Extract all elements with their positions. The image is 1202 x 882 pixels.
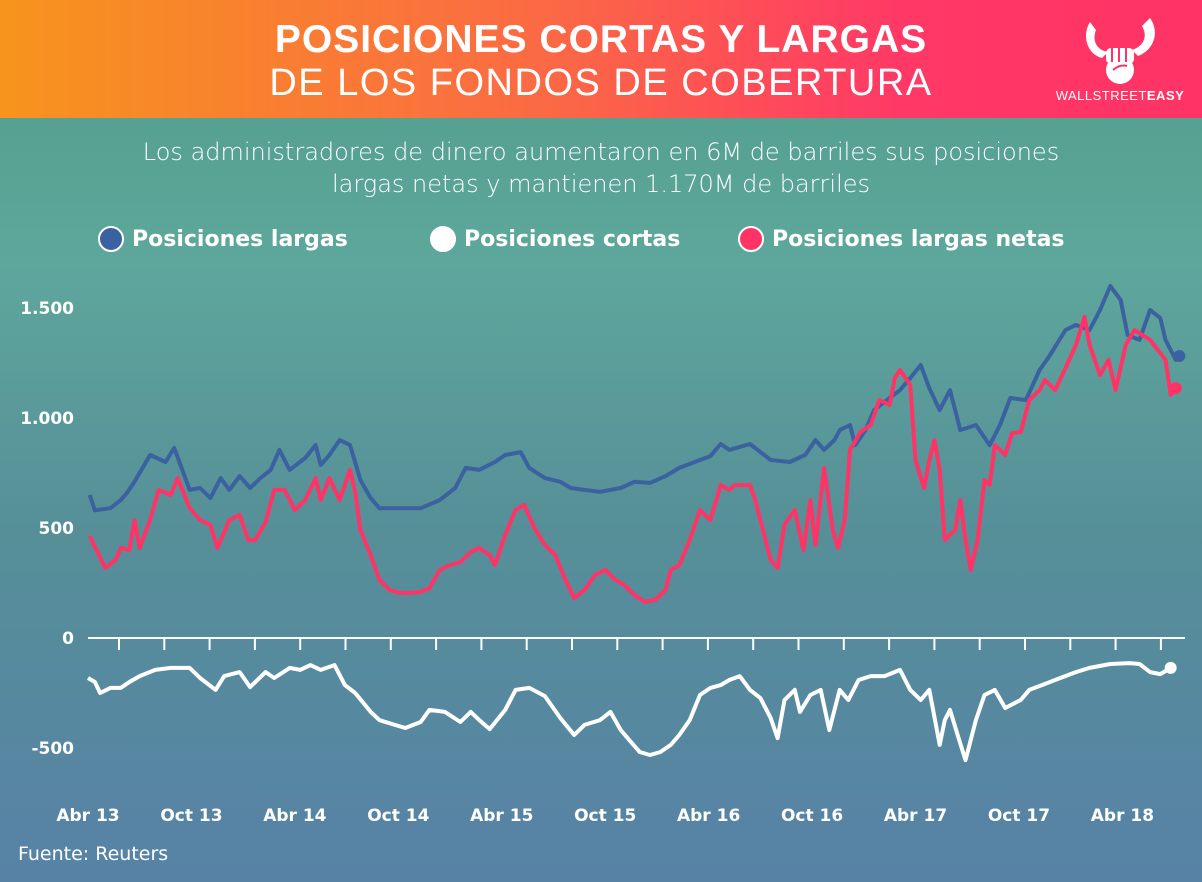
y-tick-label: -500 [31,739,74,759]
y-tick-label: 1.500 [20,299,74,319]
logo-text-bold: EASY [1146,88,1185,103]
subtitle-line-1: Los administradores de dinero aumentaron… [142,138,1060,166]
y-tick-label: 0 [62,629,74,649]
legend-swatch-cortas [430,226,456,252]
x-tick-label: Abr 16 [677,806,740,826]
legend-swatch-netas [738,226,764,252]
x-tick-label: Abr 15 [470,806,533,826]
subtitle-line-2: largas netas y mantienen 1.170M de barri… [331,170,871,198]
series-line-largas [87,284,1181,513]
logo-text: WALLSTREETEASY [1055,88,1185,103]
series-lines [86,284,1186,763]
x-tick-label: Oct 14 [367,806,429,826]
series-end-marker-cortas [1164,661,1177,674]
title-line-2: DE LOS FONDOS DE COBERTURA [269,62,933,104]
x-tick-label: Oct 13 [160,806,222,826]
y-axis-labels: 1.500 1.000 500 0 -500 [20,299,74,759]
wallstreeteasy-logo: WALLSTREETEASY [1055,14,1185,109]
legend-item-largas: Posiciones largas [98,226,348,252]
legend-item-netas: Posiciones largas netas [738,226,1065,252]
y-tick-label: 1.000 [20,409,74,429]
series-end-marker-netas [1169,382,1182,395]
legend-item-cortas: Posiciones cortas [430,226,680,252]
header-banner: POSICIONES CORTAS Y LARGAS DE LOS FONDOS… [0,0,1202,118]
legend-swatch-largas [98,226,124,252]
x-tick-label: Abr 13 [56,806,119,826]
x-axis-labels: Abr 13 Oct 13 Abr 14 Oct 14 Abr 15 Oct 15 Abr … [56,806,1154,826]
legend-label: Posiciones largas netas [772,226,1065,252]
x-tick-label: Oct 16 [781,806,843,826]
logo-text-light: WALLSTREET [1055,88,1147,103]
series-line-netas [87,314,1178,604]
title-line-1: POSICIONES CORTAS Y LARGAS [274,18,928,61]
y-tick-label: 500 [39,519,75,539]
series-end-marker-largas [1173,349,1186,362]
bull-fist-icon [1086,18,1155,84]
x-axis [88,637,1185,650]
x-tick-label: Abr 14 [263,806,326,826]
legend-label: Posiciones cortas [464,226,681,252]
x-tick-label: Abr 18 [1091,806,1154,826]
legend-label: Posiciones largas [132,226,348,252]
series-line-cortas [86,661,1172,763]
subtitle: Los administradores de dinero aumentaron… [0,136,1202,200]
x-tick-label: Oct 17 [988,806,1050,826]
legend: Posiciones largas Posiciones cortas Posi… [0,226,1202,260]
source-note: Fuente: Reuters [18,843,169,865]
x-tick-label: Abr 17 [884,806,947,826]
x-tick-label: Oct 15 [574,806,636,826]
